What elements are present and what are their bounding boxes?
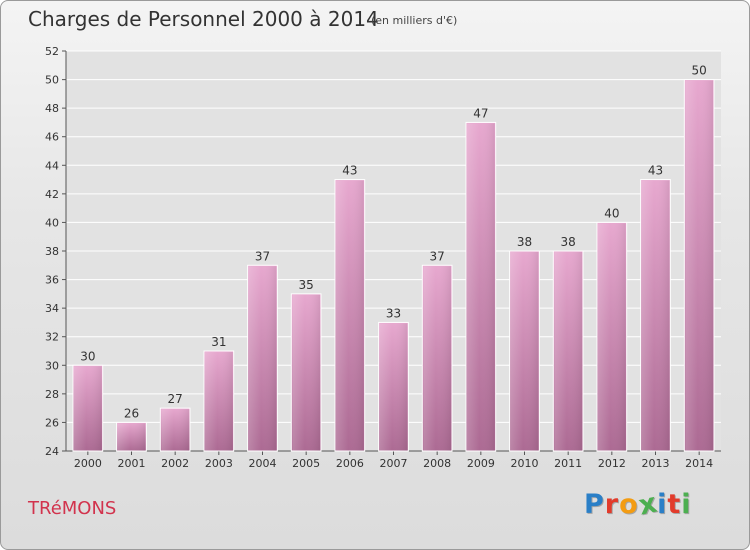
- data-label: 31: [211, 335, 226, 349]
- bar-2005: [290, 293, 322, 452]
- data-label: 33: [386, 306, 401, 320]
- bar-2013: [640, 179, 671, 452]
- chart-title: Charges de Personnel 2000 à 2014: [28, 7, 379, 31]
- bar-shading: [73, 366, 102, 451]
- chart-subtitle: (en milliers d'€): [371, 14, 458, 27]
- y-tick-label: 24: [45, 445, 59, 458]
- bar-shading: [117, 423, 146, 451]
- bar-shading: [161, 409, 190, 451]
- logo-letter: t: [667, 489, 682, 520]
- x-tick-label: 2013: [642, 457, 670, 470]
- y-tick-label: 34: [45, 302, 59, 315]
- logo-letter: P: [584, 489, 605, 520]
- data-label: 47: [473, 106, 488, 120]
- bar-2008: [421, 264, 453, 452]
- x-tick-label: 2001: [118, 457, 146, 470]
- bar-shading: [379, 323, 408, 451]
- label-layer: 30 26 27 31 37 35 43 33 37 47 38 38 40 43 50: [80, 64, 707, 421]
- bar-shading: [335, 180, 364, 452]
- bar-shading: [685, 80, 714, 452]
- bar-2000: [72, 364, 104, 452]
- bar-2014: [683, 79, 715, 452]
- x-tick-label: 2005: [292, 457, 320, 470]
- data-label: 43: [648, 164, 663, 178]
- bar-2002: [159, 407, 191, 452]
- y-tick-label: 26: [45, 416, 59, 429]
- bar-2010: [509, 250, 540, 452]
- bar-shading: [510, 252, 539, 451]
- y-tick-label: 44: [45, 159, 59, 172]
- data-label: 40: [604, 206, 619, 220]
- x-tick-label: 2002: [161, 457, 189, 470]
- bar-shading: [554, 252, 583, 451]
- x-tick-label: 2004: [249, 457, 277, 470]
- data-label: 38: [561, 235, 576, 249]
- bar-2006: [334, 179, 366, 452]
- y-tick-label: 36: [45, 274, 59, 287]
- logo-letter: i: [657, 489, 668, 520]
- data-label: 38: [517, 235, 532, 249]
- bar-2001: [116, 421, 147, 452]
- data-label: 37: [255, 249, 270, 263]
- logo-letter: o: [619, 489, 639, 520]
- x-tick-label: 2010: [511, 457, 539, 470]
- data-label: 30: [80, 349, 95, 363]
- y-tick-label: 32: [45, 331, 59, 344]
- y-tick-label: 46: [45, 131, 59, 144]
- x-tick-label: 2006: [336, 457, 364, 470]
- bar-2003: [203, 350, 235, 452]
- x-tick-label: 2007: [380, 457, 408, 470]
- bar-shading: [466, 123, 495, 451]
- logo-letter: i: [681, 489, 692, 520]
- bar-shading: [597, 223, 626, 451]
- bar-2009: [465, 121, 497, 452]
- x-tick-label: 2014: [685, 457, 713, 470]
- x-tick-label: 2003: [205, 457, 233, 470]
- y-tick-label: 30: [45, 359, 59, 372]
- bar-shading: [248, 266, 277, 451]
- y-tick-label: 28: [45, 388, 59, 401]
- y-tick-label: 40: [45, 216, 59, 229]
- bar-2012: [596, 221, 628, 452]
- bar-2004: [247, 264, 278, 452]
- x-tick-label: 2009: [467, 457, 495, 470]
- commune-name: TRéMONS: [28, 498, 117, 519]
- bar-2007: [378, 321, 409, 452]
- bar-shading: [292, 294, 321, 451]
- y-tick-label: 52: [45, 45, 59, 58]
- y-tick-label: 48: [45, 102, 59, 115]
- data-label: 43: [342, 164, 357, 178]
- x-tick-label: 2000: [74, 457, 102, 470]
- y-tick-label: 50: [45, 74, 59, 87]
- data-label: 35: [299, 278, 314, 292]
- data-label: 27: [168, 392, 183, 406]
- data-label: 37: [430, 249, 445, 263]
- bar-shading: [423, 266, 452, 451]
- x-tick-label: 2012: [598, 457, 626, 470]
- proxiti-logo[interactable]: Proxiti: [584, 487, 692, 521]
- bar-shading: [641, 180, 670, 452]
- logo-letter: r: [604, 489, 620, 520]
- data-label: 26: [124, 406, 139, 420]
- bar-shading: [204, 352, 233, 451]
- data-label: 50: [692, 64, 707, 78]
- bar-2011: [552, 250, 584, 452]
- bar-layer: [72, 79, 715, 452]
- x-tick-label: 2008: [423, 457, 451, 470]
- y-tick-label: 42: [45, 188, 59, 201]
- y-tick-label: 38: [45, 245, 59, 258]
- x-tick-label: 2011: [554, 457, 582, 470]
